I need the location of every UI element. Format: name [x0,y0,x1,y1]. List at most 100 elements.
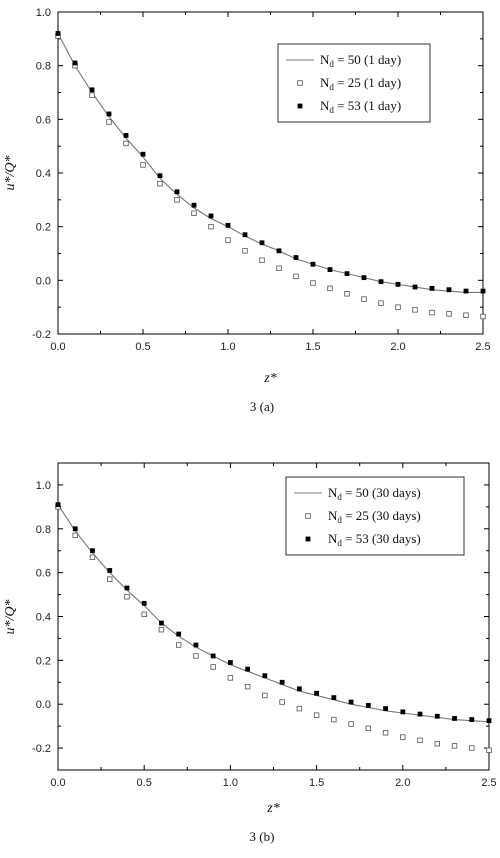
legend-label: Nd = 50 (30 days) [328,485,421,502]
data-point-filled [259,240,265,246]
y-tick-label: 0.8 [36,61,51,73]
data-point-open [193,653,199,659]
data-point-filled [480,288,486,294]
legend-open-square [305,513,311,519]
y-tick-label: 1.0 [36,7,51,19]
data-point-open [175,642,182,648]
data-point-filled [429,285,435,291]
data-point-open [276,265,282,271]
legend-label: Nd = 25 (30 days) [328,508,421,525]
data-point-open [313,712,320,718]
x-tick-label: 2.0 [395,777,410,789]
data-point-open [331,716,337,723]
data-point-open [89,92,95,98]
data-point-open [463,312,469,318]
data-point-open [327,285,333,292]
data-point-filled [262,673,268,679]
legend-open-square [297,80,303,86]
data-point-open [344,291,350,297]
legend: Nd = 50 (30 days) Nd = 25 (30 days) Nd = 5… [285,476,465,556]
data-point-open [140,162,146,168]
x-tick-label: 0.5 [137,777,152,789]
data-point-filled [191,202,197,208]
data-point-filled [486,718,492,724]
data-point-filled [159,620,164,626]
data-point-filled [378,279,384,285]
data-point-open [378,300,384,306]
data-point-filled [400,709,406,715]
data-point-open [157,181,163,187]
legend-filled-square [297,103,303,109]
data-point-open [293,273,299,280]
data-point-open [417,737,423,744]
data-point-filled [463,288,469,294]
data-point-filled [361,275,367,281]
data-point-filled [276,248,282,254]
data-point-open [296,705,303,712]
data-point-open [310,280,316,286]
data-point-open [361,296,367,302]
legend: Nd = 50 (1 day) Nd = 25 (1 day) Nd = 53 (1… [277,43,431,123]
x-tick-label: 2.5 [481,777,496,789]
data-point-filled [412,284,418,290]
x-tick-label: 1.0 [223,777,238,789]
figure-caption: 3 (a) [250,399,274,414]
data-point-filled [208,213,214,219]
data-point-filled [141,600,147,606]
y-tick-label: -0.2 [32,329,51,341]
data-point-filled [310,261,316,267]
x-tick-label: 0.0 [50,777,65,789]
data-point-open [400,734,406,740]
data-point-open [123,140,129,147]
data-point-open [279,699,285,705]
data-point-open [451,743,458,749]
data-point-filled [383,706,388,711]
series-line [57,504,490,723]
data-point-open [262,692,268,699]
data-point-filled [331,695,337,701]
data-point-open [210,664,216,670]
data-point-open [434,740,440,747]
data-point-open [227,675,234,681]
data-point-open [72,532,78,539]
y-tick-label: 0.6 [36,568,51,580]
data-point-filled [417,711,423,717]
data-point-filled [55,31,61,36]
data-point-open [446,311,452,317]
data-point-open [365,725,372,732]
x-tick-label: 1.5 [309,777,324,789]
x-axis-title: z* [266,801,279,816]
chart-1: 0.0 0.5 1.0 1.5 2.0 2.5 -0.2 0.0 0.2 0.4 0.6 0.8 1.0… [3,462,497,844]
data-point-open [348,721,354,727]
x-tick-label: 0.0 [50,341,65,353]
y-tick-label: -0.2 [32,743,51,755]
data-point-filled [225,222,231,228]
legend-label: Nd = 53 (1 day) [320,98,401,115]
data-point-filled [344,271,350,277]
y-tick-label: 0.4 [36,612,51,624]
data-point-open [469,745,475,751]
data-point-filled [90,548,95,554]
x-tick-label: 1.5 [305,341,320,353]
y-tick-label: 0.0 [36,699,51,711]
figure-caption: 3 (b) [250,829,275,844]
y-tick-label: 0.2 [36,655,51,667]
data-point-open [429,309,435,316]
data-point-open [412,307,418,313]
legend-label: Nd = 25 (1 day) [320,75,401,92]
data-point-open [259,257,265,263]
data-point-open [480,313,486,320]
y-tick-label: 0.6 [36,114,51,126]
data-point-filled [72,60,78,66]
data-point-filled [348,699,354,705]
data-point-filled [279,679,285,685]
x-tick-label: 2.5 [475,341,490,353]
legend-box [277,43,431,123]
data-point-open [191,210,197,216]
data-point-filled [446,287,452,293]
data-point-open [106,119,112,125]
data-point-open [124,594,130,600]
data-point-filled [327,267,333,272]
data-point-filled [469,717,475,722]
